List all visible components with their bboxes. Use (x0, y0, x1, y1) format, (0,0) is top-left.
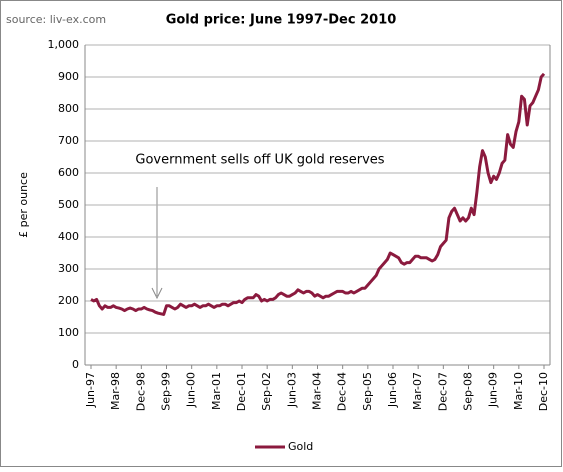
x-tick-label: Dec-04 (336, 372, 349, 411)
x-tick-label: Mar-07 (411, 372, 424, 410)
x-tick-label: Sep-08 (462, 372, 475, 411)
arrow-head (151, 287, 163, 300)
x-tick-label: Jun-03 (285, 372, 298, 408)
y-tick-label: 800 (58, 102, 79, 115)
annotation: Government sells off UK gold reserves (135, 153, 384, 168)
y-tick-label: 0 (72, 358, 79, 371)
y-axis-label: £ per ounce (17, 172, 30, 238)
y-tick-label: 500 (58, 198, 79, 211)
x-tick-label: Dec-98 (134, 372, 147, 411)
y-tick-label: 700 (58, 134, 79, 147)
x-tick-label: Sep-99 (160, 372, 173, 411)
x-tick-label: Dec-01 (235, 372, 248, 411)
x-tick-label: Jun-09 (487, 372, 500, 408)
x-tick-label: Mar-04 (311, 372, 324, 410)
y-tick-label: 300 (58, 262, 79, 275)
legend-label: Gold (288, 440, 313, 453)
y-tick-label: 900 (58, 70, 79, 83)
y-tick-label: 400 (58, 230, 79, 243)
y-tick-label: 100 (58, 326, 79, 339)
x-tick-label: Mar-10 (512, 372, 525, 410)
line (90, 72, 546, 316)
x-tick-label: Sep-02 (260, 372, 273, 411)
source: source: liv-ex.com (6, 13, 106, 26)
x-tick-label: Dec-07 (436, 372, 449, 411)
x-tick-label: Jun-00 (185, 372, 198, 408)
chart-title: Gold price: June 1997-Dec 2010 (166, 13, 397, 28)
x-tick-label: Sep-05 (361, 372, 374, 411)
y-tick-label: 200 (58, 294, 79, 307)
y-tick-label: 1,000 (48, 38, 80, 51)
x-tick-label: Jun-06 (386, 372, 399, 408)
x-tick-label: Mar-01 (210, 372, 223, 410)
x-tick-label: Dec-10 (537, 372, 550, 411)
x-tick-label: Jun-97 (84, 372, 97, 408)
y-tick-label: 600 (58, 166, 79, 179)
x-tick-label: Mar-98 (109, 372, 122, 410)
